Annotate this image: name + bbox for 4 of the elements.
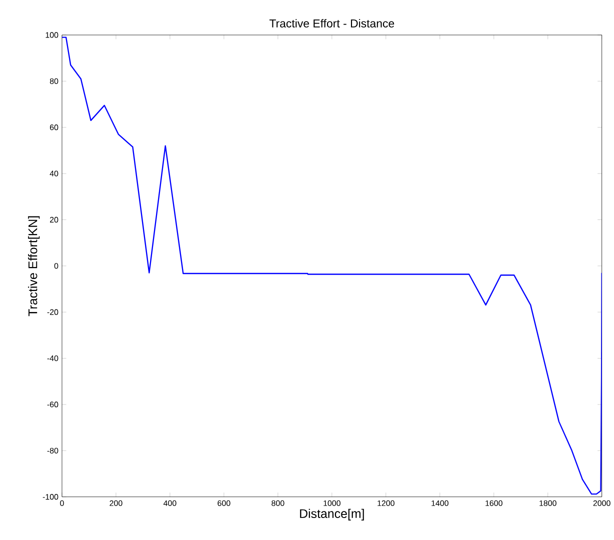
line-series xyxy=(62,36,602,495)
y-axis-title: Tractive Effort[KN] xyxy=(28,216,40,316)
chart-title: Tractive Effort - Distance xyxy=(269,19,394,28)
x-axis-title: Distance[m] xyxy=(300,508,364,521)
